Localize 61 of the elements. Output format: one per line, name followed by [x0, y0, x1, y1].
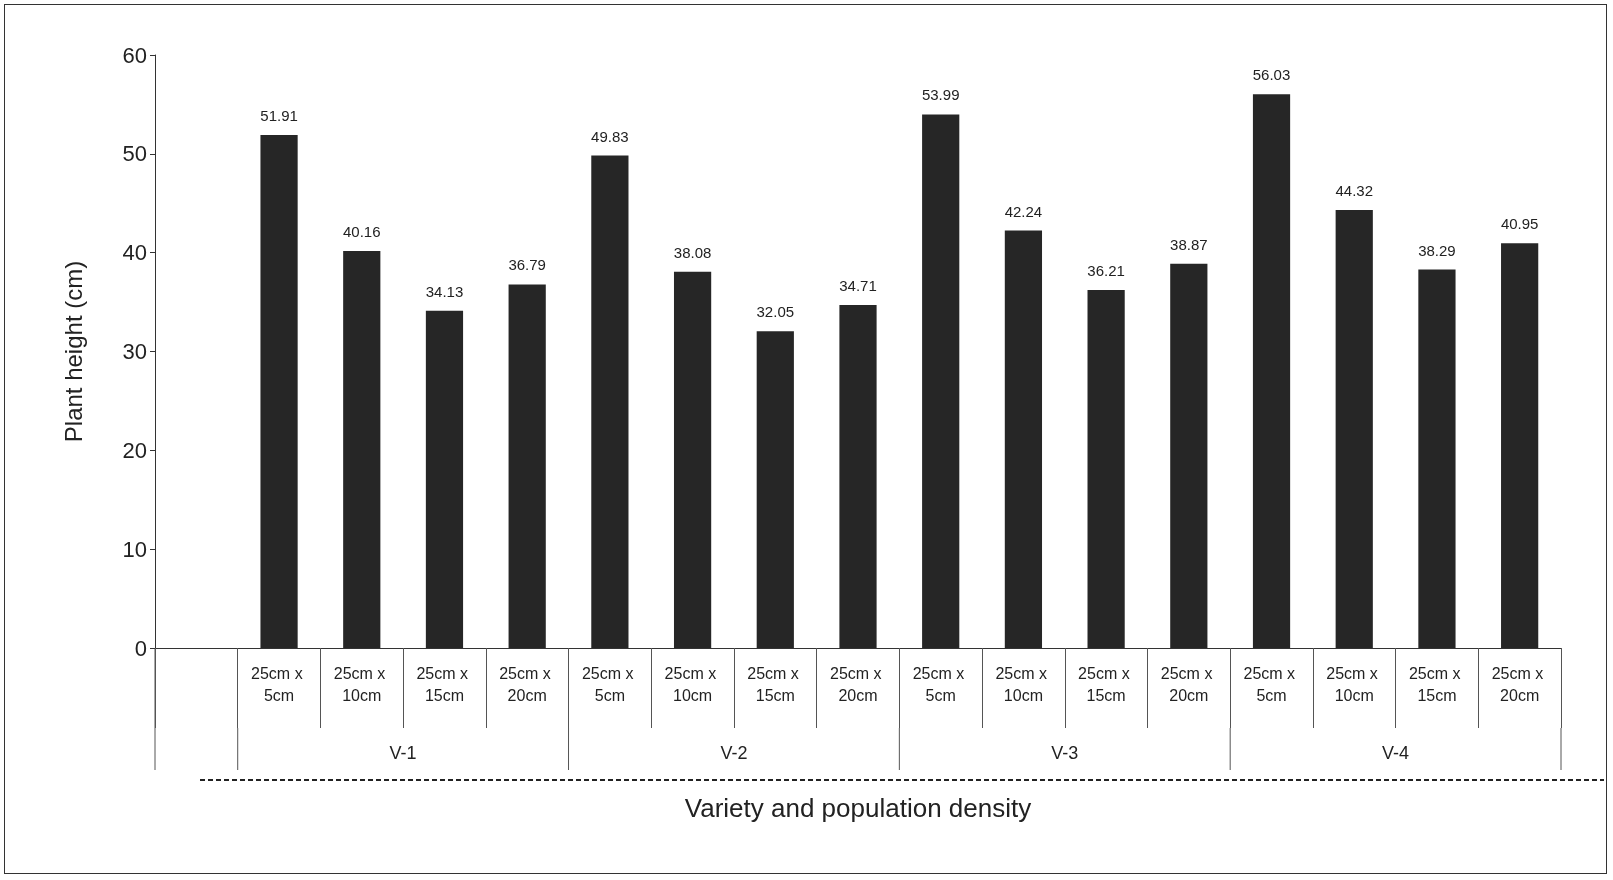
x-tick-label: 25cm x 10cm — [664, 664, 721, 704]
bar — [673, 271, 712, 648]
y-tick-label: 40 — [122, 240, 147, 266]
x-tick-label: 25cm x 10cm — [995, 664, 1052, 704]
y-tick-label: 10 — [122, 536, 147, 562]
bar — [1501, 243, 1539, 648]
data-label: 38.08 — [673, 243, 712, 261]
y-axis-title: Plant height (cm) — [59, 260, 87, 443]
data-label: 49.83 — [591, 127, 629, 145]
y-tick-label: 20 — [122, 437, 147, 463]
y-tick-label: 60 — [122, 42, 147, 68]
data-label: 36.21 — [1087, 262, 1125, 280]
data-label: 40.16 — [342, 223, 381, 241]
data-label: 53.99 — [921, 86, 960, 104]
bar — [1335, 209, 1373, 648]
bar — [1252, 94, 1291, 648]
bar — [1004, 230, 1043, 648]
x-tick-label: 25cm x 20cm — [1491, 664, 1548, 704]
x-tick-label: 25cm x 20cm — [1160, 664, 1217, 704]
data-label: 36.79 — [508, 256, 546, 274]
x-tick-label: 25cm x 15cm — [1078, 664, 1135, 704]
bar — [508, 284, 546, 648]
y-tick-label: 0 — [134, 635, 147, 661]
data-label: 51.91 — [260, 106, 298, 124]
data-label: 38.87 — [1170, 235, 1208, 253]
text: V-2 — [720, 743, 748, 763]
data-label: 44.32 — [1335, 181, 1374, 199]
text: V-1 — [389, 743, 417, 763]
x-tick-label: 25cm x 20cm — [499, 664, 556, 704]
data-label: 56.03 — [1252, 66, 1291, 84]
x-tick-label: 25cm x 15cm — [416, 664, 473, 704]
bar — [260, 134, 298, 648]
bar — [343, 251, 381, 648]
bar — [1418, 269, 1456, 648]
bar — [839, 304, 877, 648]
x-tick-label: 25cm x 15cm — [1408, 664, 1465, 704]
x-tick-label: 25cm x 10cm — [333, 664, 390, 704]
data-label: 40.95 — [1500, 215, 1539, 233]
x-tick-label: 25cm x 5cm — [251, 664, 308, 704]
bar — [425, 310, 464, 648]
y-tick-label: 50 — [122, 141, 147, 167]
x-tick-label: 25cm x 5cm — [912, 664, 969, 704]
x-tick-label: 25cm x 15cm — [747, 664, 804, 704]
bar — [756, 331, 794, 648]
bar — [922, 114, 960, 648]
data-label: 34.71 — [839, 276, 877, 294]
data-label: 34.13 — [425, 282, 464, 300]
data-label: 38.29 — [1418, 241, 1456, 259]
x-tick-label: 25cm x 5cm — [1243, 664, 1300, 704]
data-label: 42.24 — [1004, 202, 1043, 220]
x-axis-title: Variety and population density — [684, 793, 1032, 823]
x-tick-label: 25cm x 5cm — [581, 664, 638, 704]
text: V-4 — [1382, 743, 1410, 763]
x-tick-label: 25cm x 20cm — [829, 664, 887, 704]
bar — [1170, 263, 1208, 648]
bar — [591, 155, 629, 648]
bar — [1087, 290, 1125, 648]
data-label: 32.05 — [756, 303, 795, 321]
x-tick-label: 25cm x 10cm — [1326, 664, 1383, 704]
y-tick-label: 30 — [122, 339, 147, 364]
text: V-3 — [1051, 743, 1079, 763]
